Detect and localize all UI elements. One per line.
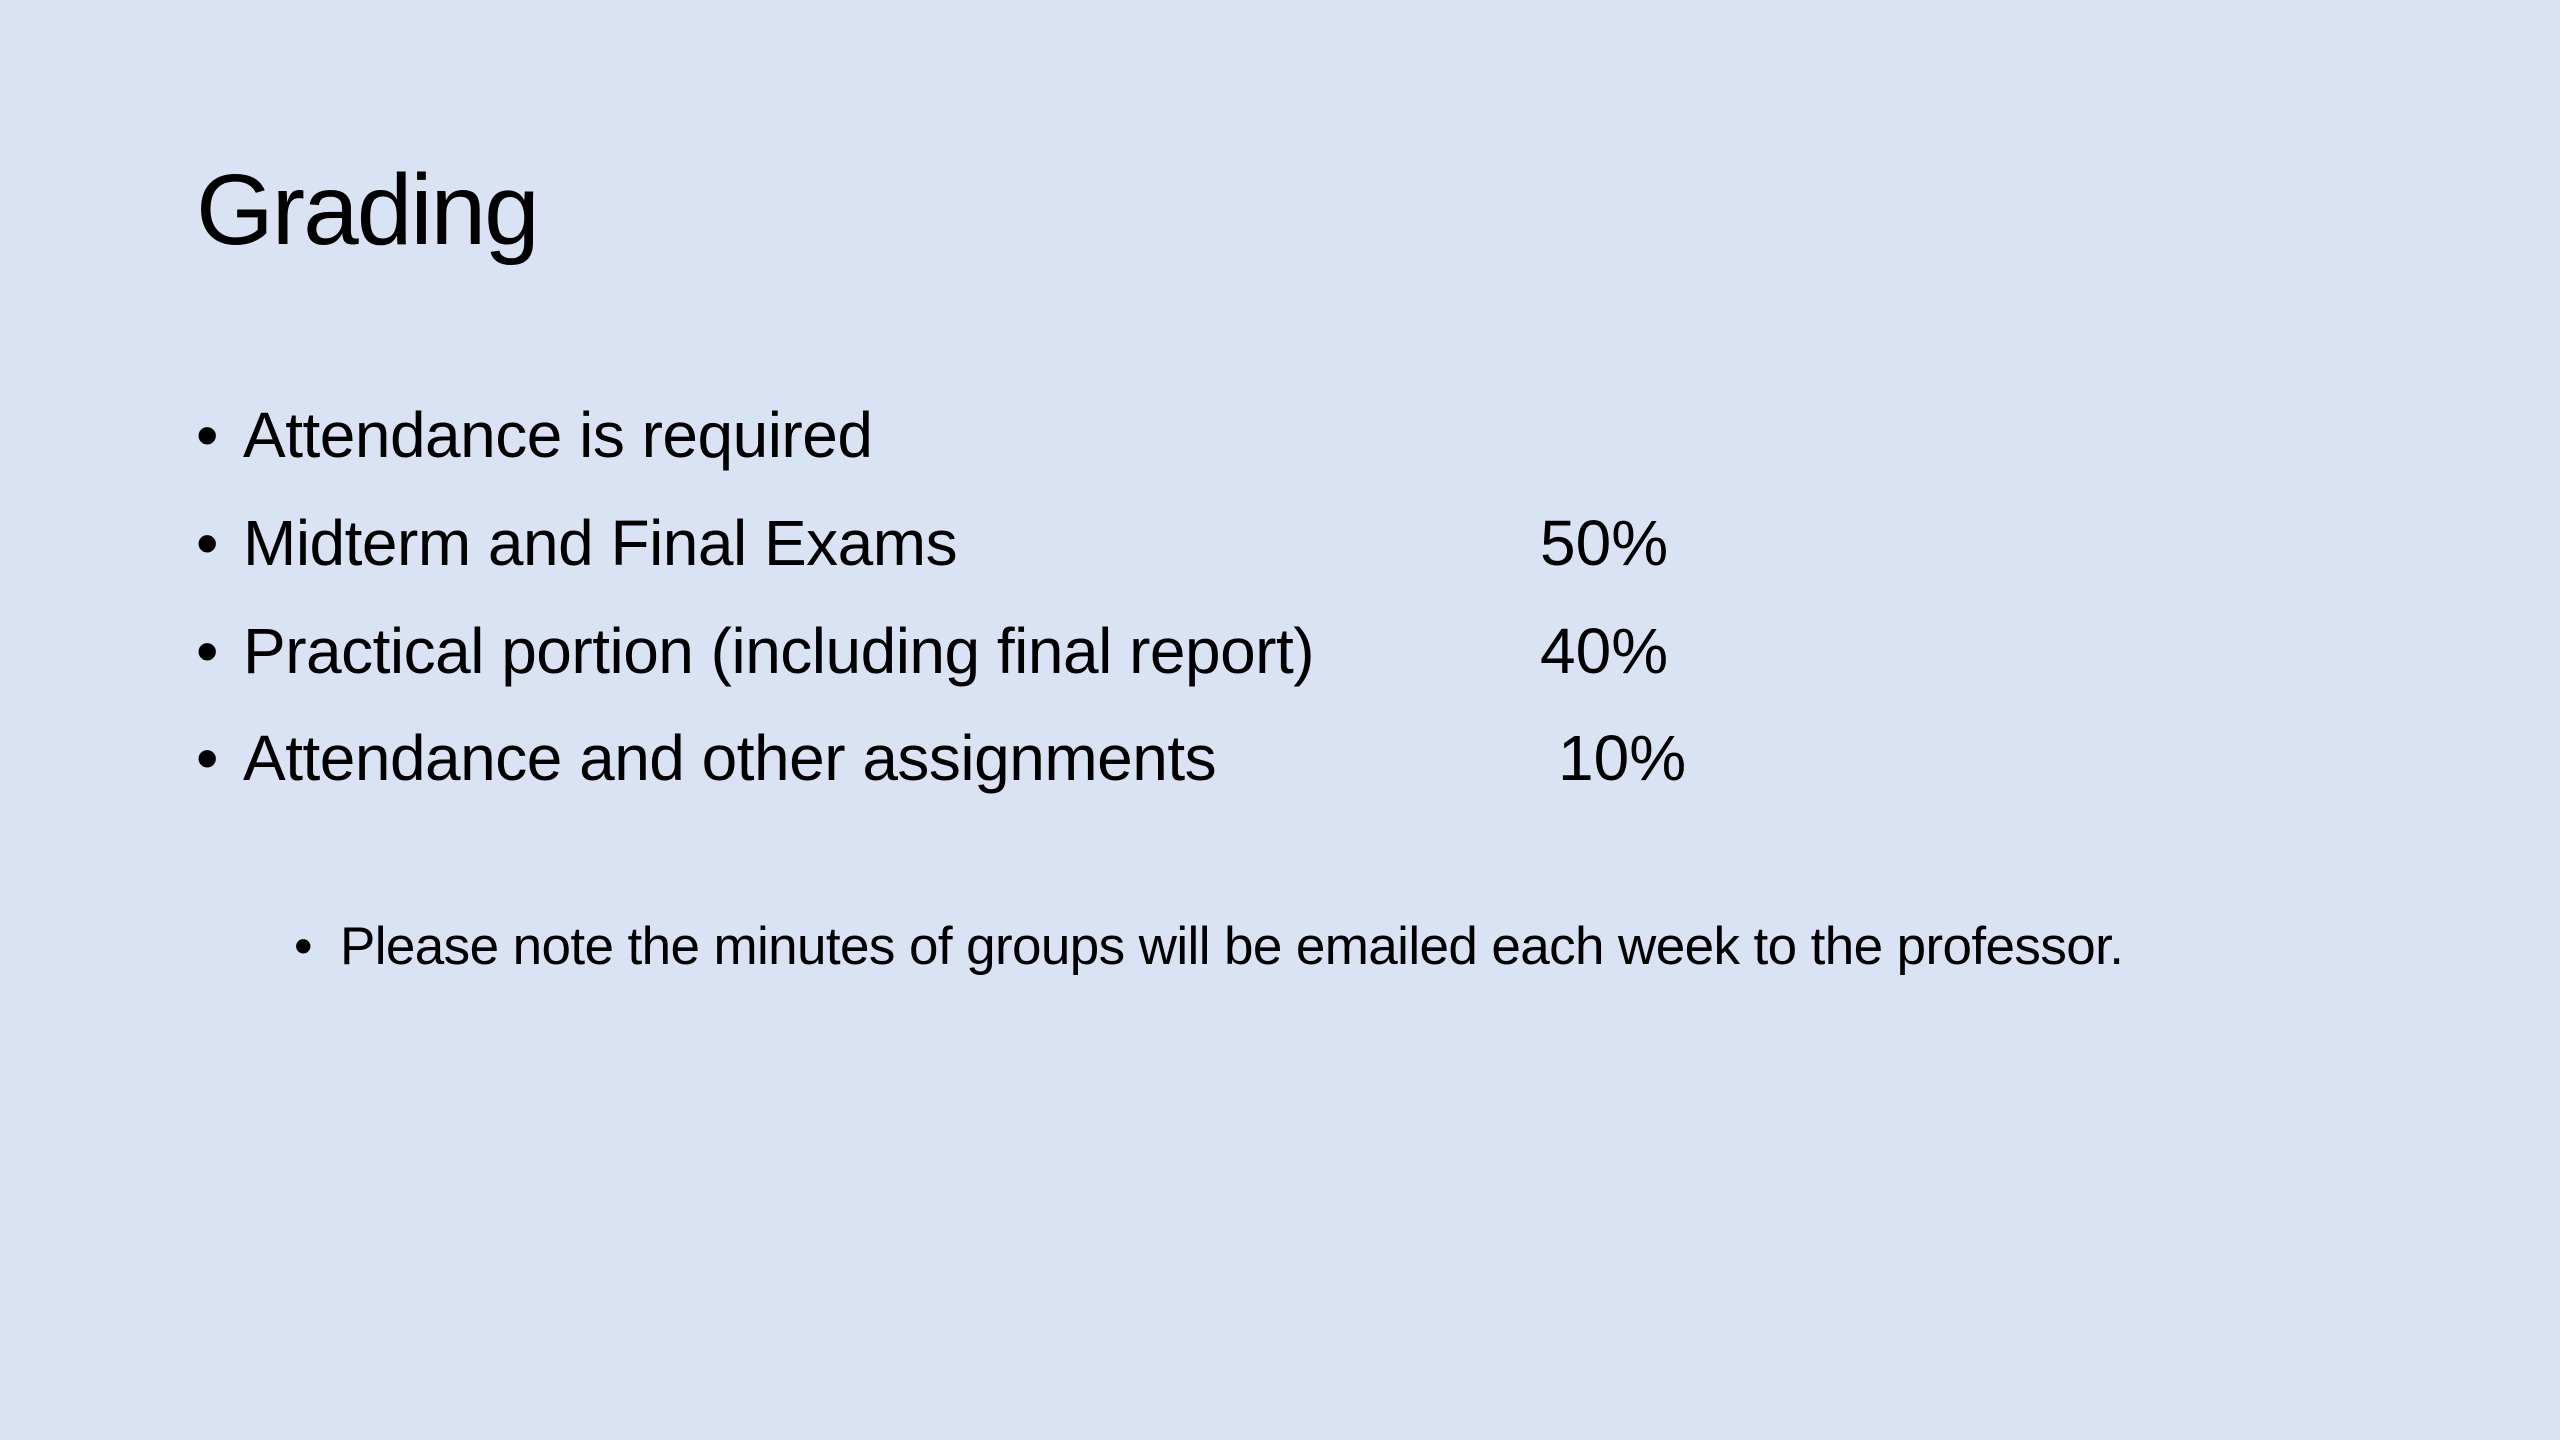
bullet-icon: •: [196, 399, 219, 471]
bullet-text: Attendance and other assignments: [243, 722, 1217, 794]
slide-title: Grading: [196, 154, 540, 266]
note-text: Please note the minutes of groups will b…: [340, 917, 2124, 976]
bullet-icon: •: [196, 722, 219, 794]
bullet-text: Midterm and Final Exams: [243, 507, 958, 579]
bullet-icon: •: [196, 615, 219, 687]
bullet-icon: •: [196, 507, 219, 579]
bullet-text: Attendance is required: [243, 399, 873, 471]
bullet-text: Practical portion (including final repor…: [243, 615, 1315, 687]
grade-percentage: 40%: [1540, 615, 1669, 687]
grade-percentage: 50%: [1540, 507, 1669, 579]
bullet-icon: •: [294, 917, 313, 976]
grade-percentage: 10%: [1558, 722, 1687, 794]
